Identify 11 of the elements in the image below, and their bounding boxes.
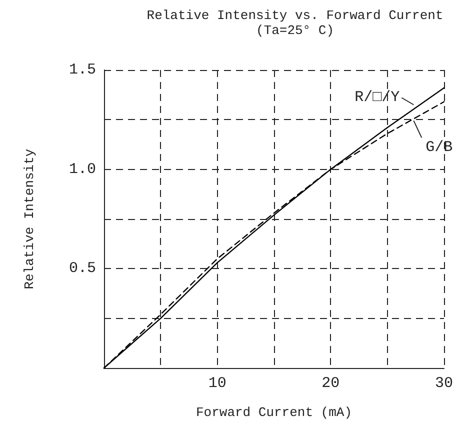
x-tick-label: 20	[322, 375, 340, 392]
x-tick-label: 30	[434, 375, 454, 392]
y-tick-label: 0.5	[68, 260, 96, 278]
chart-subtitle: (Ta=25° C)	[256, 23, 334, 38]
y-axis-title: Relative Intensity	[22, 148, 37, 290]
y-tick-label: 1.5	[68, 62, 96, 78]
x-tick-label: 10	[208, 375, 226, 392]
series-label: G/B	[426, 139, 453, 156]
x-axis-title: Forward Current (mA)	[196, 405, 352, 420]
y-tick-label: 1.0	[68, 160, 96, 178]
chart-title: Relative Intensity vs. Forward Current	[146, 8, 444, 23]
